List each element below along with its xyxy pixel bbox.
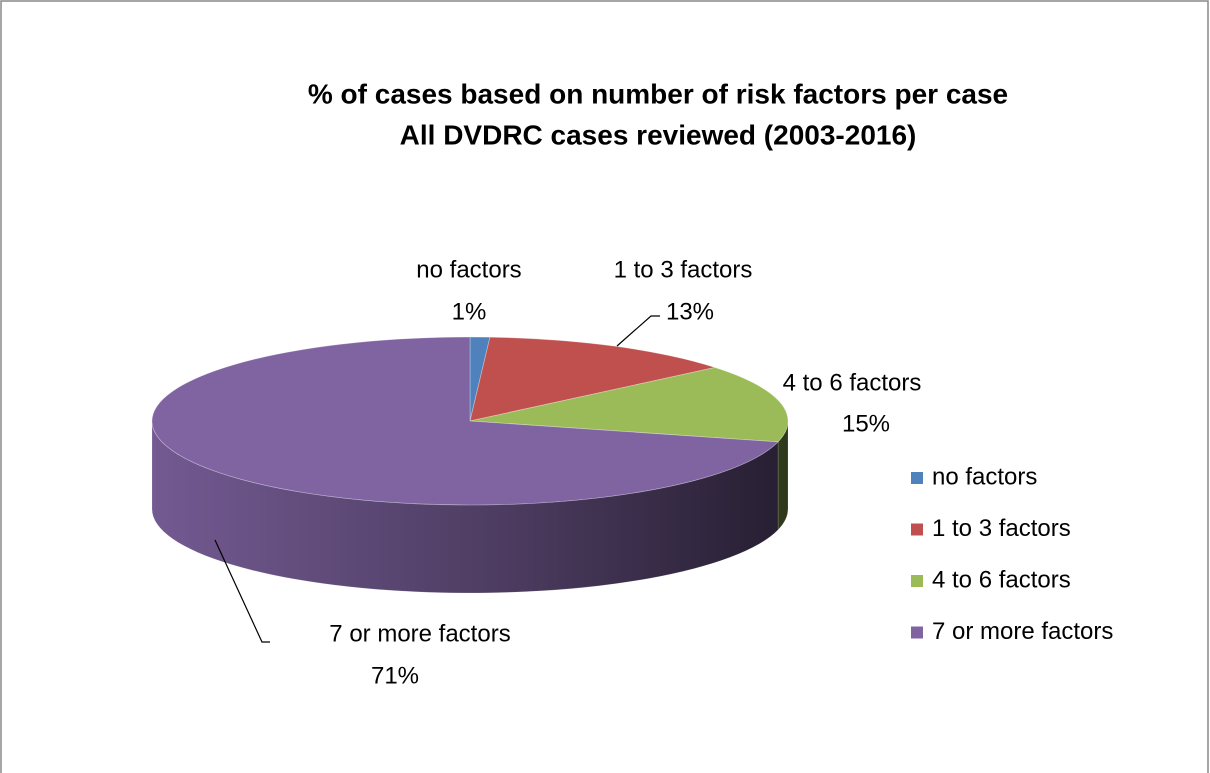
legend-swatch [911, 472, 923, 484]
slice [469, 367, 789, 443]
slice [469, 336, 717, 422]
leader-line [616, 315, 660, 347]
leader-line [214, 539, 270, 643]
legend-swatch [911, 626, 923, 639]
data-label: 1% [452, 298, 487, 325]
data-label-name: 7 or more factors [329, 620, 510, 647]
legend-label: 4 to 6 factors [932, 566, 1071, 593]
data-label-name: 4 to 6 factors [783, 369, 922, 396]
legend-swatch [911, 523, 923, 536]
data-label: 15% [842, 410, 890, 437]
slice [151, 336, 779, 506]
legend-label: 7 or more factors [932, 618, 1113, 645]
data-label: 71% [371, 662, 419, 689]
data-label-name: 1 to 3 factors [614, 256, 753, 283]
legend-swatch [911, 575, 923, 587]
data-label-name: no factors [416, 256, 521, 283]
slice [469, 336, 491, 422]
data-label: 13% [666, 298, 714, 325]
legend-label: no factors [932, 463, 1037, 490]
legend-label: 1 to 3 factors [932, 515, 1071, 542]
chart-subtitle: All DVDRC cases reviewed (2003-2016) [400, 119, 917, 150]
chart-title: % of cases based on number of risk facto… [308, 78, 1008, 109]
